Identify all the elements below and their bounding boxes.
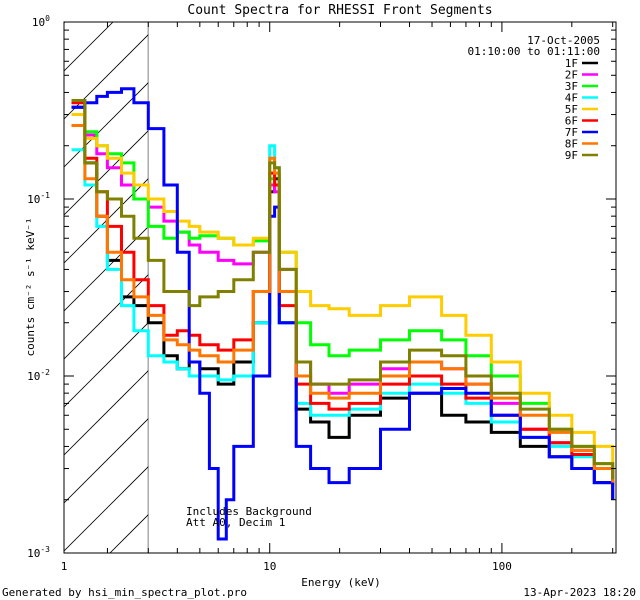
legend-label-9F: 9F: [565, 149, 578, 162]
series-7F-line: [71, 87, 615, 541]
legend-label-3F: 3F: [565, 80, 578, 93]
series-8F-line: [71, 124, 615, 483]
y-axis-label: counts cm⁻² s⁻¹ keV⁻¹: [24, 217, 37, 356]
hatch-line: [64, 130, 149, 216]
annotation-background: Includes Background: [186, 505, 312, 518]
y-tick-label: 100: [32, 14, 50, 29]
series-6F-line: [71, 101, 615, 486]
legend-header-1: 01:10:00 to 01:11:00: [468, 45, 600, 58]
hatched-region: [64, 22, 149, 553]
legend-label-8F: 8F: [565, 138, 578, 151]
annotation-attenuator: Att A0, Decim 1: [186, 516, 285, 529]
series-1F-line: [71, 105, 615, 500]
y-tick-label: 10-3: [27, 545, 50, 560]
series-2F-line: [71, 99, 615, 483]
x-tick-label: 100: [492, 560, 512, 573]
x-axis-label: Energy (keV): [301, 576, 380, 589]
footer-timestamp: 13-Apr-2023 18:20: [523, 586, 636, 599]
legend-label-4F: 4F: [565, 92, 578, 105]
hatch-line: [64, 418, 149, 504]
legend-label-5F: 5F: [565, 103, 578, 116]
legend-label-1F: 1F: [565, 57, 578, 70]
hatch-line: [109, 514, 149, 553]
legend-label-2F: 2F: [565, 69, 578, 82]
series-3F-line: [71, 99, 615, 483]
series-9F-line: [71, 99, 615, 480]
legend-label-6F: 6F: [565, 115, 578, 128]
x-tick-label: 10: [263, 560, 276, 573]
y-tick-label: 10-1: [27, 191, 50, 206]
footer-generated: Generated by hsi_min_spectra_plot.pro: [2, 586, 247, 599]
chart-title: Count Spectra for RHESSI Front Segments: [187, 3, 492, 18]
legend-label-7F: 7F: [565, 126, 578, 139]
hatch-line: [64, 322, 149, 408]
legend-header-0: 17-Oct-2005: [527, 34, 600, 47]
hatch-line: [64, 82, 149, 168]
x-tick-label: 1: [61, 560, 68, 573]
y-tick-label: 10-2: [27, 368, 50, 383]
